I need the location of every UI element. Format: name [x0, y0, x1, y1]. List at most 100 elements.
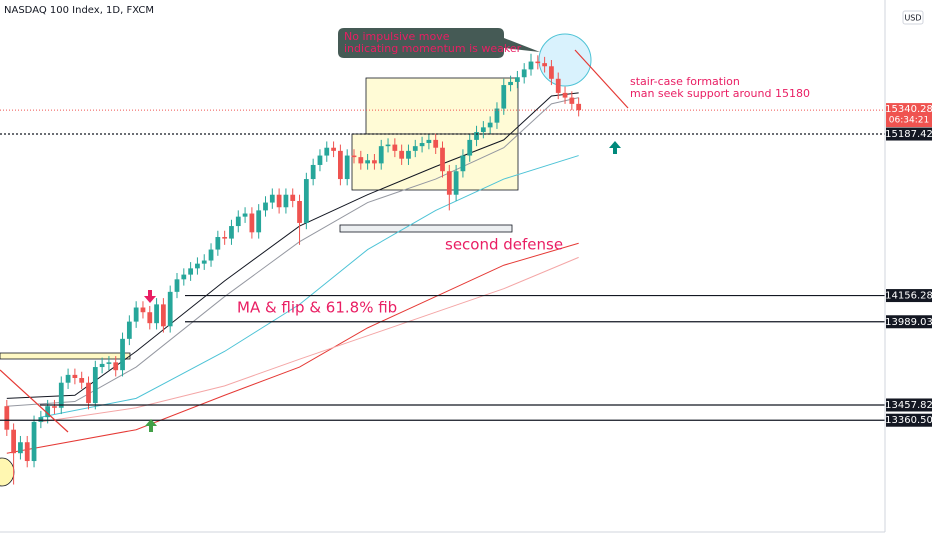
- candle-body: [453, 171, 459, 195]
- candle-body: [426, 139, 432, 144]
- candle-body: [310, 164, 316, 180]
- candle-body: [195, 263, 200, 269]
- candle-body: [18, 442, 23, 454]
- candle-body: [460, 155, 466, 172]
- level-label: 13360.50: [885, 415, 932, 426]
- level-label-bg: [886, 289, 932, 303]
- callout-text: indicating momentum is weaker: [344, 42, 522, 55]
- callout-box: [338, 28, 540, 58]
- candle-body: [521, 69, 527, 78]
- annotations: No impulsive move indicating momentum is…: [0, 5, 810, 433]
- candle-body: [542, 63, 547, 67]
- candle-body: [276, 194, 282, 208]
- candle-body: [480, 127, 486, 133]
- candle-body: [181, 274, 187, 280]
- note-text: man seek support around 15180: [630, 87, 810, 100]
- candle-body: [338, 150, 343, 180]
- candle-body: [24, 442, 30, 462]
- candle-body: [419, 143, 425, 147]
- candle-body: [365, 160, 370, 164]
- candle-body: [297, 200, 302, 223]
- candle-body: [99, 363, 105, 368]
- candle-body: [45, 406, 51, 418]
- candle-body: [188, 268, 193, 275]
- candle-body: [487, 122, 493, 128]
- down-arrow: [144, 290, 156, 303]
- top-circle: [538, 33, 592, 87]
- candle-body: [474, 132, 479, 140]
- candle-body: [303, 179, 309, 223]
- level-label: 13989.03: [885, 317, 932, 328]
- callout-text: No impulsive move: [344, 30, 450, 43]
- candle-body: [161, 304, 166, 327]
- candle-body: [222, 237, 228, 239]
- candle-body: [562, 92, 568, 98]
- candle-body: [11, 429, 16, 454]
- candle-body: [215, 237, 221, 250]
- candle-body: [106, 362, 112, 364]
- trend-line: [0, 369, 69, 433]
- candle-body: [208, 249, 214, 261]
- candle-body: [52, 406, 57, 408]
- flip-box: [0, 352, 131, 360]
- level-label-bg: [886, 127, 932, 141]
- level-label-bg: [886, 315, 932, 329]
- candle-body: [467, 139, 473, 156]
- time-axis-bg: [0, 532, 932, 550]
- up-arrow: [145, 419, 157, 432]
- candle-body: [154, 304, 159, 324]
- candle-body: [501, 85, 507, 109]
- candle-body: [79, 378, 85, 383]
- candle-body: [508, 81, 513, 86]
- candle-body: [147, 312, 153, 324]
- candle-body: [86, 382, 91, 404]
- level-label: 14156.28: [885, 291, 932, 302]
- candle-body: [229, 226, 234, 239]
- note-text: MA & flip & 61.8% fib: [237, 299, 397, 317]
- candle-body: [515, 77, 520, 82]
- chart-title: NASDAQ 100 Index, 1D, FXCM: [4, 5, 154, 16]
- candle-body: [72, 374, 78, 379]
- low-circle: [0, 457, 15, 487]
- candle-body: [256, 210, 262, 233]
- note-text: second defense: [445, 236, 563, 254]
- level-label: 13457.82: [885, 400, 932, 411]
- last-price-label: 15340.28: [885, 104, 932, 115]
- candle-body: [263, 202, 268, 211]
- candle-body: [113, 362, 119, 371]
- candle-body: [494, 108, 500, 123]
- moving-average: [40, 256, 579, 423]
- candle-body: [290, 194, 296, 201]
- candle-body: [167, 291, 173, 327]
- candle-body: [126, 321, 132, 339]
- candle-body: [358, 157, 364, 164]
- candle-body: [31, 421, 37, 462]
- plot-layer: [0, 53, 885, 485]
- level-label-bg: [886, 413, 932, 427]
- candle-body: [549, 66, 554, 79]
- candle-body: [133, 307, 139, 322]
- trend-line: [574, 49, 629, 109]
- note-text: stair-case formation: [630, 75, 740, 88]
- candle-body: [331, 147, 336, 151]
- candle-body: [235, 216, 241, 227]
- range-box: [365, 77, 519, 135]
- level-label: 15187.42: [885, 129, 932, 140]
- candle-body: [201, 260, 207, 264]
- moving-average: [6, 92, 579, 399]
- candle-body: [317, 155, 323, 165]
- candle-body: [446, 171, 452, 195]
- moving-average: [6, 97, 579, 407]
- candle-body: [344, 155, 350, 180]
- candle-body: [372, 160, 377, 164]
- candle-body: [528, 61, 534, 70]
- currency-badge: [902, 10, 924, 25]
- countdown: 06:34:21: [889, 116, 929, 126]
- candle-body: [269, 194, 275, 203]
- candle-body: [378, 146, 384, 164]
- candle-body: [392, 144, 398, 151]
- up-arrow: [609, 141, 621, 154]
- defense-box: [339, 224, 513, 233]
